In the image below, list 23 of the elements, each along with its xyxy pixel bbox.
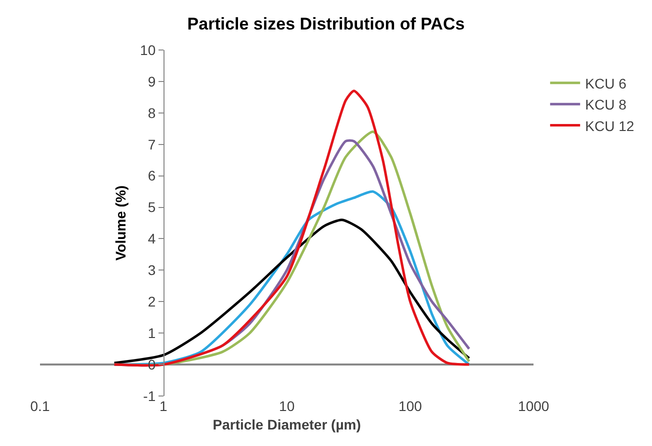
y-tick-label: 7	[148, 136, 156, 152]
y-tick-label: -1	[143, 388, 156, 404]
legend-label: KCU 8	[585, 96, 627, 113]
chart-title: Particle sizes Distribution of PACs	[187, 14, 465, 34]
x-tick-label: 100	[398, 398, 422, 414]
y-tick-label: 2	[148, 294, 156, 310]
x-axis-title: Particle Diameter (µm)	[212, 416, 361, 432]
legend-label: KCU 6	[585, 75, 627, 92]
y-tick-label: 1	[148, 324, 156, 341]
legend-label: KCU 12	[585, 118, 634, 134]
x-tick-label: 1000	[518, 398, 550, 414]
y-axis-title: Volume (%)	[112, 185, 128, 261]
y-tick-label: 5	[148, 199, 156, 216]
x-tick-label: 1	[160, 398, 168, 414]
y-tick-label: 3	[148, 262, 156, 278]
y-tick-label: 0	[148, 356, 156, 372]
x-tick-label: 10	[279, 398, 295, 414]
y-tick-label: 9	[148, 73, 156, 90]
y-tick-label: 6	[148, 168, 156, 184]
x-tick-label: 0.1	[30, 398, 50, 414]
y-tick-label: 8	[148, 104, 156, 121]
y-tick-label: 10	[140, 42, 156, 58]
y-tick-label: 4	[148, 230, 156, 247]
